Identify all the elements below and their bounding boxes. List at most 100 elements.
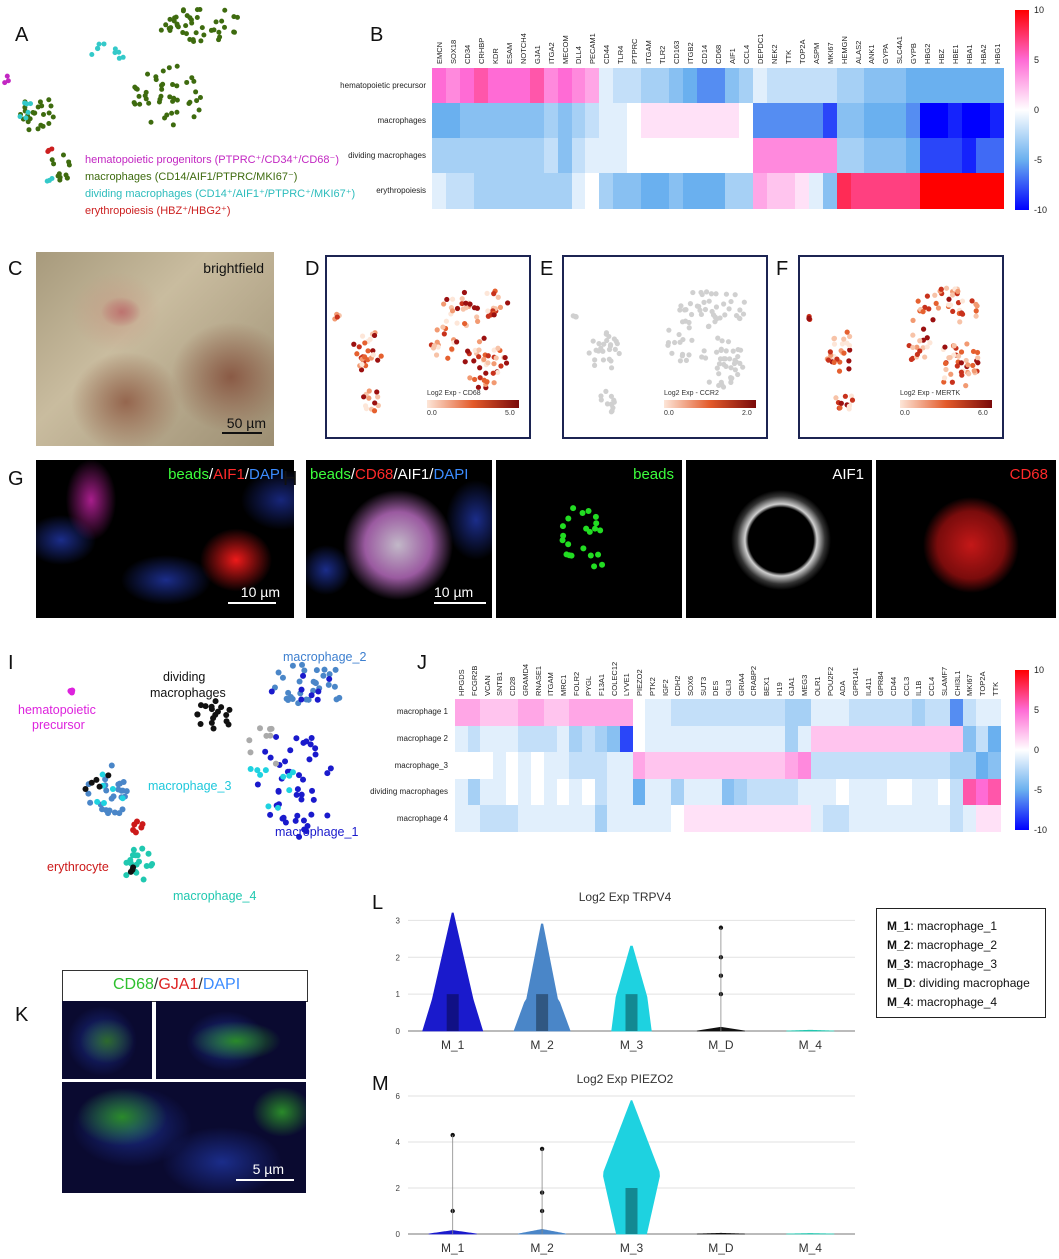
umap-point (187, 99, 193, 105)
heat-cell (772, 778, 786, 806)
umap-e-plot (570, 289, 747, 415)
row-label: dividing macrophages (348, 150, 426, 160)
heat-cell (864, 103, 879, 139)
heat-cell (467, 778, 481, 806)
umap-point (472, 347, 478, 353)
umap-point (943, 285, 950, 291)
bead (585, 508, 592, 515)
umap-point (737, 307, 743, 313)
umap-point (303, 696, 310, 703)
heat-cell (864, 138, 879, 174)
heat-cell (594, 805, 608, 833)
umap-point (298, 696, 305, 703)
umap-point (847, 333, 853, 340)
umap-point (123, 872, 130, 879)
gene-label: CCL3 (901, 676, 911, 696)
heat-cell (711, 173, 726, 209)
gene-label: TOP2A (797, 39, 807, 64)
umap-point (96, 41, 102, 47)
umap-point (334, 314, 340, 320)
gene-label: CCL4 (927, 676, 937, 696)
umap-point (963, 383, 969, 389)
umap-point (363, 405, 370, 412)
umap-point (604, 401, 611, 407)
heat-cell (557, 68, 572, 104)
umap-point (441, 331, 447, 337)
row-label: macrophage 1 (396, 707, 448, 717)
heat-cell (581, 752, 596, 780)
heat-cell (432, 68, 447, 104)
bead (592, 513, 599, 520)
heat-cell (501, 138, 517, 174)
heat-cell (794, 138, 810, 174)
umap-point (491, 291, 497, 297)
box-M_3 (625, 994, 638, 1031)
umap-point (163, 22, 169, 28)
gene-label: DEPDC1 (755, 33, 765, 64)
heat-cell (627, 173, 642, 209)
violin-m-plot: 6 4 2 0 M_1 M_2 M_3 M_D M_4 (396, 1092, 855, 1255)
umap-point (502, 354, 508, 361)
umap-point (949, 292, 956, 298)
heat-cell (892, 68, 907, 104)
umap-point (601, 341, 607, 347)
heat-cell (505, 699, 519, 727)
umap-point (430, 345, 437, 351)
colorbar-tick: -5 (1034, 785, 1043, 795)
umap-point (108, 762, 115, 769)
heat-cell (627, 103, 642, 139)
gene-label: DES (711, 680, 721, 696)
umap-point (354, 351, 360, 357)
umap-point (105, 772, 112, 779)
umap-point (111, 809, 118, 816)
umap-point (312, 751, 319, 758)
heat-cell (912, 699, 926, 727)
heat-cell (658, 752, 672, 780)
umap-point (169, 110, 175, 116)
heat-cell (467, 805, 481, 833)
umap-point (99, 771, 106, 778)
umap-point (915, 298, 921, 304)
microscopy-g: beads/AIF1/DAPI 10 µm (36, 460, 294, 618)
heat-cell (752, 138, 768, 174)
gene-label: CD163 (672, 40, 682, 64)
umap-point (702, 355, 709, 361)
heat-cell (445, 68, 461, 104)
umap-point (503, 360, 510, 366)
umap-point (170, 122, 176, 128)
umap-point (592, 357, 598, 363)
heat-cell (529, 68, 545, 104)
umap-point (164, 112, 170, 118)
heat-cell (874, 752, 888, 780)
heat-cell (878, 173, 893, 209)
umap-f-plot (806, 285, 981, 412)
heat-cell (697, 138, 712, 174)
heat-cell (493, 778, 507, 806)
microscopy-h-merge: beads/CD68/AIF1/DAPI 10 µm (306, 460, 492, 618)
heat-cell (738, 173, 754, 209)
heat-cell (683, 778, 697, 806)
heat-cell (912, 725, 926, 753)
umap-point (726, 306, 732, 312)
umap-point (917, 338, 923, 344)
umap-point (955, 288, 961, 294)
gene-label: IL1B (914, 680, 924, 696)
umap-point (99, 806, 106, 813)
heat-cell (670, 725, 685, 753)
bead (599, 561, 606, 568)
umap-point (275, 788, 282, 795)
umap-point (168, 25, 174, 31)
umap-point (716, 371, 722, 377)
umap-point (371, 332, 378, 339)
gene-label: HPGDS (457, 669, 467, 696)
umap-point (139, 821, 146, 828)
gene-label: ANK1 (867, 44, 877, 64)
heat-cell (892, 138, 907, 174)
box-M_2 (536, 994, 549, 1031)
channel-label-aif1: AIF1 (832, 466, 864, 483)
heat-cell (531, 805, 545, 833)
umap-point (847, 347, 853, 353)
umap-point (257, 725, 264, 732)
bead (587, 552, 594, 559)
umap-point (696, 303, 702, 310)
